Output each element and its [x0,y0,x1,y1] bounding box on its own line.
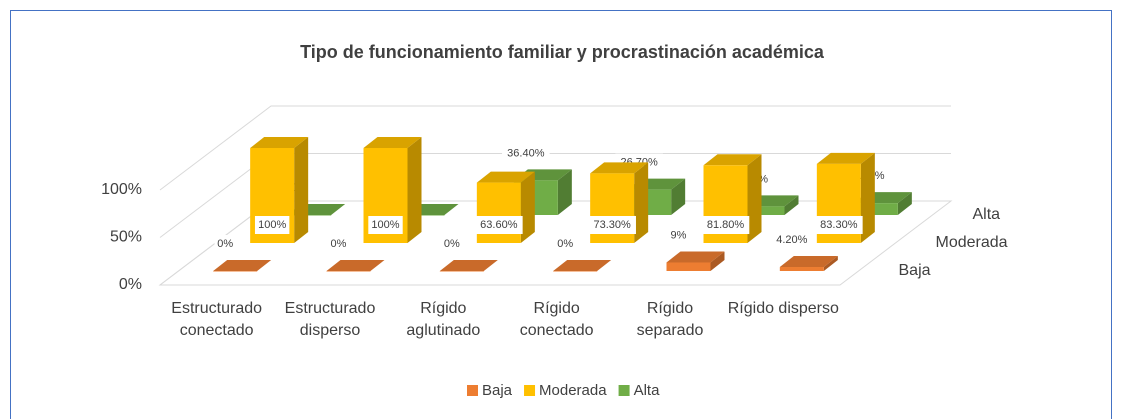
value-label: 83.30% [820,219,858,231]
value-label: 9% [671,229,687,241]
bar-front [779,267,824,271]
bar [513,169,572,215]
x-tick-label: Estructurado conectado [171,300,263,339]
y-tick-label: 0% [119,276,142,293]
value-label: 0% [217,238,233,250]
value-label: 36.40% [507,147,545,159]
bar-top [553,260,612,271]
legend-swatch [467,385,478,396]
y-tick-label: 50% [110,229,142,246]
value-label-box [588,216,636,234]
bar-front [553,271,598,272]
value-label: 100% [258,219,286,231]
value-label: 100% [371,219,399,231]
x-tick-label: Rígido conectado [519,300,594,339]
legend-label: Alta [634,382,661,399]
legend-swatch [618,385,630,396]
bar-side [407,137,422,243]
value-label-box [815,216,863,234]
bar-side [747,154,762,243]
bar-side [784,195,799,215]
value-label-box [701,216,750,234]
legend-label: Baja [482,382,513,399]
bar-side [823,256,838,271]
bar-side [634,162,649,243]
value-label-box [554,235,576,253]
value-label: 73.30% [594,219,632,231]
bar-front [439,271,484,272]
bar-top [326,260,385,271]
bar [553,260,612,272]
value-label-box [771,231,813,250]
bar-side [557,169,572,215]
value-label-box [368,216,403,234]
bar [666,251,725,271]
bar-top [779,256,838,268]
bar-front [666,262,711,271]
grid-line [159,105,951,191]
legend-label: Moderada [539,382,607,399]
legend-swatch [524,385,536,396]
value-label: 0% [444,238,460,250]
value-label-box [667,226,690,245]
bar-side [897,192,912,215]
bar-side [860,152,875,243]
depth-label: Alta [973,206,1001,223]
bar-top [666,251,725,263]
bar-top [590,162,649,174]
bar-top [250,137,309,148]
bar [213,260,272,272]
bar [779,256,838,271]
chart-frame [10,10,1112,419]
depth-label: Moderada [936,234,1008,251]
bar-side [294,137,309,243]
value-label: 0% [331,238,347,250]
bar-top [213,260,272,271]
bar-top [439,260,498,271]
x-tick-label: Rígido disperso [727,300,839,317]
bar [439,260,498,272]
value-label-box [441,235,463,253]
bar-top [476,171,535,183]
depth-label: Baja [899,262,931,279]
bar-side [710,251,725,271]
value-label-box [502,144,550,163]
bar-top [703,154,762,166]
x-tick-label: Rígido aglutinado [406,300,481,339]
x-tick-label: Rígido separado [636,300,704,339]
bar [590,162,649,243]
bar-front [213,271,258,272]
value-label-box [327,235,350,253]
y-tick-label: 100% [101,181,142,198]
value-label: 81.80% [707,219,745,231]
bar-side [671,178,686,215]
bar-front [287,215,332,216]
bar-top [816,152,875,164]
bar [326,260,385,272]
value-label: 4.20% [776,234,807,246]
bar-front [740,206,785,215]
bar-front [853,203,898,215]
value-label-box [254,216,290,234]
value-label: 0% [557,238,573,250]
bar-front [326,271,371,272]
value-label-box [475,216,523,234]
value-label-box [214,235,236,253]
value-label: 63.60% [480,219,518,231]
chart-title: Tipo de funcionamiento familiar y procra… [300,42,825,62]
x-tick-label: Estructurado disperso [284,300,376,339]
bar-side [520,171,535,243]
bar-top [363,137,422,148]
bar-front [400,215,445,216]
